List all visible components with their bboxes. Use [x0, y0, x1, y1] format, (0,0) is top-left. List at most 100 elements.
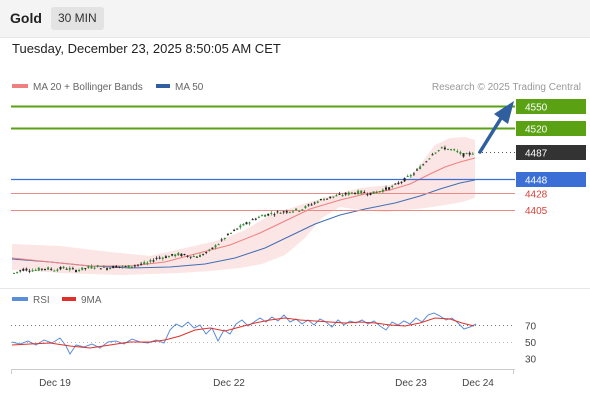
candle-body [332, 196, 335, 198]
candle-body [56, 269, 59, 271]
candle-body [31, 270, 34, 272]
candle-body [276, 211, 279, 213]
candle-body [121, 265, 124, 267]
candle-body [161, 257, 164, 259]
candle-body [133, 265, 136, 267]
level-value-4550: 4550 [525, 103, 548, 114]
candle-body [68, 267, 71, 270]
candle-body [471, 153, 474, 155]
candle-body [59, 266, 62, 270]
candle-body [388, 187, 391, 190]
candle-body [242, 224, 245, 226]
candle-body [301, 209, 304, 211]
candle-body [366, 194, 369, 196]
candle-body [298, 210, 301, 212]
candle-body [137, 264, 139, 266]
candle-body [381, 189, 384, 192]
candle-body [428, 158, 431, 160]
candle-body [214, 245, 217, 248]
candle-body [78, 270, 81, 272]
candle-body [158, 257, 161, 259]
candle-body [65, 268, 68, 270]
candle-body [230, 232, 232, 234]
candle-body [264, 215, 267, 217]
x-label-dec24: Dec 24 [462, 378, 494, 389]
attribution-text: Research © 2025 Trading Central [432, 82, 581, 93]
ma20-legend-label: MA 20 + Bollinger Bands [33, 82, 143, 93]
level-tag-4487 [516, 145, 586, 160]
rsi-level-50: 50 [525, 338, 537, 349]
candle-body [155, 257, 158, 259]
candle-body [273, 214, 276, 216]
candle-body [87, 266, 90, 268]
level-value-4487: 4487 [525, 149, 548, 160]
candle-body [468, 152, 471, 155]
candle-body [319, 199, 322, 201]
candle-body [174, 254, 177, 257]
candle-body [453, 149, 456, 151]
candle-body [254, 218, 257, 220]
level-tag-4520 [516, 121, 586, 136]
candle-body [419, 166, 422, 170]
candle-body [245, 222, 248, 225]
timestamp: Tuesday, December 23, 2025 8:50:05 AM CE… [12, 41, 281, 56]
candle-body [127, 265, 130, 268]
candle-body [90, 266, 93, 269]
level-tag-4550 [516, 99, 586, 114]
candle-body [462, 153, 465, 157]
candle-body [102, 266, 105, 268]
candle-body [217, 244, 220, 246]
candle-body [425, 161, 428, 163]
candle-body [71, 268, 74, 270]
candle-body [335, 195, 338, 197]
candle-body [385, 187, 387, 190]
candle-body [37, 267, 40, 271]
candle-body [434, 152, 437, 154]
level-tag-4448 [516, 172, 586, 187]
candle-body [360, 190, 363, 194]
candle-body [313, 202, 316, 204]
candle-body [292, 211, 294, 213]
candle-body [168, 256, 170, 258]
candle-body [326, 198, 329, 200]
candle-body [16, 271, 19, 273]
candle-body [177, 253, 180, 256]
candle-body [288, 211, 291, 213]
candle-body [195, 256, 198, 258]
candle-body [257, 216, 260, 218]
candle-body [124, 266, 127, 268]
candle-body [226, 233, 229, 236]
x-label-dec23: Dec 23 [395, 378, 427, 389]
candle-body [180, 253, 183, 257]
ma9-legend-label: 9MA [81, 295, 102, 306]
candle-body [143, 262, 146, 265]
ma20-legend-swatch [12, 84, 28, 88]
candle-body [233, 229, 236, 231]
timeframe-button[interactable]: 30 MIN [51, 7, 104, 30]
candle-body [431, 154, 434, 156]
ma9-line [11, 317, 475, 349]
candle-body [378, 191, 381, 193]
rsi-line [11, 312, 477, 355]
candle-body [53, 270, 56, 272]
candle-body [456, 151, 459, 153]
candle-body [261, 215, 263, 217]
candle-body [208, 249, 211, 251]
candle-body [310, 204, 313, 206]
bollinger-band [12, 137, 475, 275]
candle-body [412, 173, 415, 175]
candle-body [106, 268, 108, 270]
candle-body [406, 176, 409, 178]
candle-body [19, 270, 22, 272]
candle-body [84, 268, 87, 270]
candle-body [112, 265, 115, 269]
x-label-dec19: Dec 19 [39, 378, 71, 389]
candle-body [47, 267, 50, 270]
candle-body [350, 192, 353, 194]
candle-body [146, 262, 149, 264]
candle-body [344, 192, 347, 195]
candle-body [96, 265, 99, 267]
candle-body [400, 181, 403, 183]
candle-body [189, 256, 192, 258]
candle-body [81, 267, 84, 270]
